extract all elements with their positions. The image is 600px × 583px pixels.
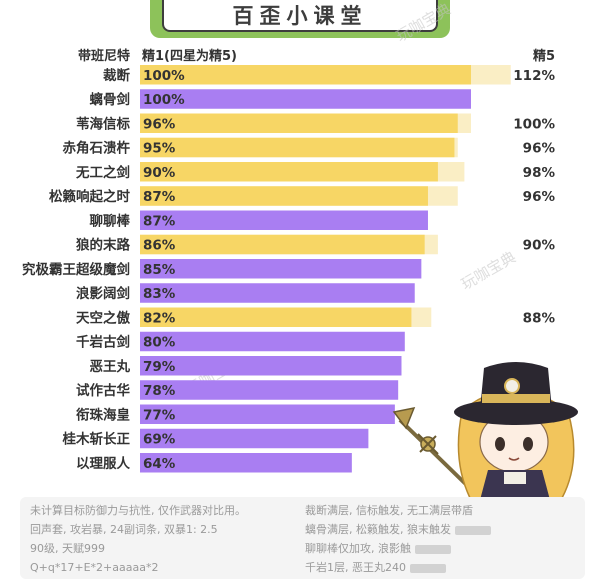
note-right-3-text: 聊聊棒仅加攻, 浪影触: [305, 542, 411, 555]
bar-refine1: [140, 234, 425, 255]
value-label-refine5: 88%: [523, 310, 556, 326]
bar-refine1: [140, 307, 412, 327]
bar-refine1: [140, 162, 438, 182]
category-label: 衔珠海皇: [76, 406, 130, 423]
value-label-refine1: 96%: [143, 116, 176, 132]
bar-refine1: [140, 453, 352, 473]
value-label-refine5: 96%: [523, 141, 556, 157]
bar-refine1: [140, 283, 415, 303]
value-label-refine1: 100%: [143, 92, 185, 108]
bar-refine1: [140, 428, 369, 449]
bar-refine1: [140, 89, 471, 109]
value-label-refine1: 64%: [143, 456, 176, 472]
header-category: 带班尼特: [78, 48, 130, 64]
note-right-2: 螭骨满层, 松籁触发, 狼末触发: [305, 520, 585, 539]
title-banner-frame: 百歪小课堂: [162, 0, 438, 32]
note-left-3: 90级, 天赋999: [30, 542, 105, 555]
value-label-refine1: 83%: [143, 286, 176, 302]
redacted-mark: [415, 544, 451, 554]
value-label-refine1: 78%: [143, 383, 176, 399]
value-label-refine1: 95%: [143, 141, 176, 157]
title-banner: 百歪小课堂: [150, 0, 450, 38]
value-label-refine5: 96%: [523, 189, 556, 205]
bar-refine1: [140, 210, 428, 230]
value-label-refine1: 100%: [143, 68, 185, 84]
watermark-text: 玩咖宝典: [393, 0, 454, 45]
value-label-refine1: 87%: [143, 189, 176, 205]
category-label: 苇海信标: [76, 115, 130, 132]
category-label: 赤角石溃杵: [63, 140, 131, 157]
category-label: 聊聊棒: [90, 212, 131, 229]
category-label: 恶王丸: [90, 358, 131, 375]
bar-refine1: [140, 186, 428, 206]
category-label: 究极霸王超级魔剑: [22, 261, 130, 278]
category-label: 天空之傲: [76, 309, 130, 326]
bar-refine1: [140, 356, 402, 376]
redacted-mark: [410, 563, 446, 573]
bar-refine1: [140, 404, 395, 424]
witch-hat-icon: [454, 362, 578, 425]
value-label-refine1: 79%: [143, 359, 176, 375]
category-label: 浪影阔剑: [76, 285, 130, 302]
note-right-1: 裁断满层, 信标触发, 无工满层带盾: [305, 504, 473, 517]
value-label-refine1: 86%: [143, 238, 176, 254]
redacted-mark: [455, 525, 491, 535]
value-label-refine5: 100%: [513, 116, 555, 132]
note-right-4: 千岩1层, 恶王丸240: [305, 558, 585, 577]
category-label: 桂木斩长正: [62, 431, 131, 448]
value-label-refine5: 112%: [513, 68, 555, 84]
bar-refine1: [140, 259, 422, 279]
category-label: 松籁响起之时: [49, 188, 130, 205]
value-label-refine1: 90%: [143, 165, 176, 181]
category-label: 以理服人: [76, 456, 130, 472]
note-right-3: 聊聊棒仅加攻, 浪影触: [305, 539, 585, 558]
bar-refine1: [140, 113, 458, 133]
category-label: 螭骨剑: [90, 91, 131, 108]
watermark-text: 玩咖宝典: [458, 248, 519, 294]
note-left-2: 回声套, 攻岩暴, 24副词条, 双暴1: 2.5: [30, 523, 218, 536]
header-series-r1: 精1(四星为精5): [142, 48, 237, 64]
bar-refine1: [140, 65, 471, 85]
value-label-refine1: 77%: [143, 407, 176, 423]
category-label: 无工之剑: [75, 164, 130, 181]
note-right-2-text: 螭骨满层, 松籁触发, 狼末触发: [305, 523, 451, 536]
header-series-r5: 精5: [533, 48, 555, 64]
footnotes-panel: 未计算目标防御力与抗性, 仅作武器对比用。 回声套, 攻岩暴, 24副词条, 双…: [20, 497, 585, 579]
value-label-refine1: 80%: [143, 335, 176, 351]
category-label: 试作古华: [76, 382, 130, 399]
value-label-refine1: 87%: [143, 213, 176, 229]
note-left-1: 未计算目标防御力与抗性, 仅作武器对比用。: [30, 504, 246, 517]
bar-refine1: [140, 331, 405, 352]
value-label-refine5: 90%: [523, 238, 556, 254]
note-left-4: Q+q*17+E*2+aaaaa*2: [30, 561, 159, 574]
category-label: 狼的末路: [76, 237, 130, 254]
character-illustration: [392, 362, 578, 500]
value-label-refine1: 69%: [143, 432, 176, 448]
value-label-refine1: 82%: [143, 310, 176, 326]
bar-refine1: [140, 137, 455, 158]
value-label-refine5: 98%: [523, 165, 556, 181]
banner-title: 百歪小课堂: [232, 4, 368, 28]
note-right-4-text: 千岩1层, 恶王丸240: [305, 561, 406, 574]
value-label-refine1: 85%: [143, 262, 176, 278]
category-label: 裁断: [103, 67, 130, 84]
category-label: 千岩古剑: [76, 334, 130, 351]
character-body: [480, 470, 550, 500]
bar-refine1: [140, 380, 399, 400]
